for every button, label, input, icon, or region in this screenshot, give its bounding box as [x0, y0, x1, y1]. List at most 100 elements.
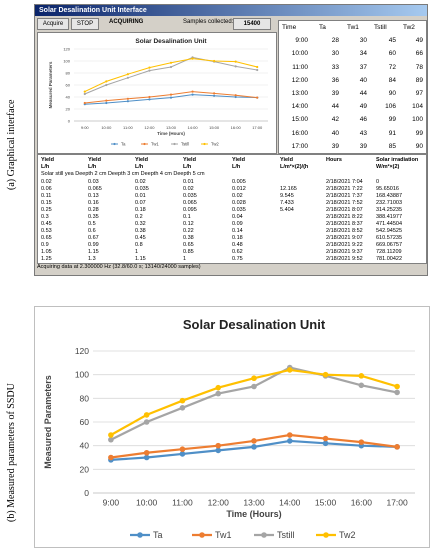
table-cell: 0.45 [41, 221, 52, 227]
table-cell: 16:00 [291, 129, 308, 137]
readings-table: Time Ta Tw1 Tstill Tw2 9:00 28 30 45 49 10:00 30 34 6… [278, 20, 427, 154]
table-cell: 2/18/2021 9:07 [326, 235, 363, 241]
data-point-tstill [251, 383, 257, 390]
table-cell: 542.94525 [376, 228, 402, 234]
data-point-tw2 [251, 375, 257, 382]
table-cell: L/h [183, 164, 192, 170]
table-cell: L/m²×(2)/(h [280, 164, 309, 170]
table-cell: 46 [359, 116, 367, 124]
table-cell: 2/18/2021 7:37 [326, 193, 363, 199]
x-tick-label: 15:00 [315, 498, 337, 508]
acquire-button[interactable]: Acquire [37, 18, 69, 30]
table-cell: 40 [331, 129, 339, 137]
data-point-tw1 [143, 449, 150, 456]
table-cell: 0.9 [41, 242, 49, 248]
data-point-ta [143, 454, 150, 461]
data-point-tstill [358, 382, 365, 389]
table-cell: 30 [331, 50, 339, 58]
table-row: 16:00 40 43 91 99 [279, 130, 426, 140]
y-tick-label: 40 [66, 94, 71, 99]
table-cell: Yield [183, 157, 196, 163]
table-cell: 781.00422 [376, 256, 402, 262]
table-cell: 1 [183, 256, 187, 262]
table-cell: 0.065 [183, 200, 197, 206]
data-point-tw2 [83, 90, 86, 93]
data-point-tw2 [256, 65, 259, 69]
table-cell: 42 [331, 116, 339, 124]
table-cell: Tw1 [347, 24, 359, 31]
legend-label: Ta [121, 141, 126, 146]
legend-marker [137, 532, 143, 538]
data-point-tw2 [169, 61, 173, 64]
data-point-tw2 [191, 57, 194, 60]
table-cell: Yield [135, 157, 148, 163]
table-cell: 0.095 [183, 207, 197, 213]
table-cell: 99 [415, 129, 423, 137]
table-cell: 0.35 [88, 214, 99, 220]
table-cell: 0.22 [183, 228, 194, 234]
stop-button[interactable]: STOP [71, 18, 99, 30]
table-cell: 10:00 [291, 50, 308, 58]
data-point-tw2 [322, 371, 329, 378]
samples-label: Samples collected: [183, 19, 234, 25]
table-cell: L/h [41, 164, 50, 170]
table-cell: 15:00 [291, 116, 308, 124]
table-cell: 91 [388, 129, 396, 137]
data-point-ta [148, 98, 151, 101]
table-cell: Yield [88, 157, 101, 163]
table-subheader-row: Solar still yea Deepth 2 cm Deepth 3 cm … [41, 171, 205, 177]
data-point-tw2 [148, 66, 151, 69]
table-cell: 0.035 [183, 193, 197, 199]
table-cell: 0.065 [88, 186, 102, 192]
x-tick-label: 15:00 [209, 125, 220, 130]
data-point-tstill [169, 65, 173, 69]
data-point-ta [322, 440, 329, 447]
table-cell: L/h [232, 164, 241, 170]
table-cell: 0.03 [88, 179, 99, 185]
chart-title: Solar Desalination Unit [183, 317, 326, 332]
table-cell: 0.04 [232, 214, 243, 220]
table-cell: 0.16 [88, 200, 99, 206]
x-tick-label: 16:00 [231, 125, 242, 130]
table-cell: Tstill [374, 24, 387, 31]
y-tick-label: 120 [63, 46, 70, 51]
table-row: 0.25 0.28 0.18 0.095 0.035 5.404 2/18/2021 8:0… [38, 207, 426, 214]
data-point-tw1 [191, 90, 194, 93]
table-cell: 2/18/2021 9:52 [326, 256, 363, 262]
table-cell: 1.3 [88, 256, 96, 262]
table-cell: 232.71003 [376, 200, 402, 206]
table-cell: 37 [359, 63, 367, 71]
table-cell: 2/18/2021 8:22 [326, 214, 363, 220]
table-cell: 99 [388, 116, 396, 124]
data-point-ta [234, 95, 237, 99]
table-cell: 0.85 [183, 249, 194, 255]
legend-marker [173, 142, 176, 146]
table-cell: 0.02 [135, 179, 146, 185]
data-point-ta [215, 447, 222, 454]
table-row: 17:00 39 39 85 90 [279, 143, 426, 153]
legend-label: Tw2 [339, 530, 356, 540]
table-cell: 0.65 [41, 235, 52, 241]
legend-label: Tw2 [211, 141, 219, 146]
y-tick-label: 80 [80, 393, 90, 403]
table-cell: 9.545 [280, 193, 294, 199]
figure-label-a: (a) Graphical interface [6, 99, 17, 191]
x-tick-label: 9:00 [103, 498, 120, 508]
data-point-tstill [256, 68, 259, 72]
app-window: Solar Desalination Unit Interface Acquir… [34, 4, 428, 276]
data-point-tw1 [234, 94, 237, 97]
data-point-tw1 [256, 96, 259, 99]
table-cell: 0 [376, 179, 380, 185]
data-point-tstill [234, 65, 237, 68]
table-cell: Tw2 [403, 24, 415, 31]
table-cell: 0.48 [232, 242, 243, 248]
data-point-tw2 [213, 59, 216, 63]
data-point-tw1 [179, 446, 186, 453]
table-cell: 0.45 [135, 235, 146, 241]
legend-marker [199, 532, 205, 538]
table-cell: 33 [331, 63, 339, 71]
legend-label: Tw1 [215, 530, 232, 540]
table-cell: 9:00 [295, 37, 308, 45]
status-bar: Acquiring data at 2.300000 Hz (32.8/60.0… [37, 264, 201, 270]
data-point-tw1 [251, 438, 257, 444]
